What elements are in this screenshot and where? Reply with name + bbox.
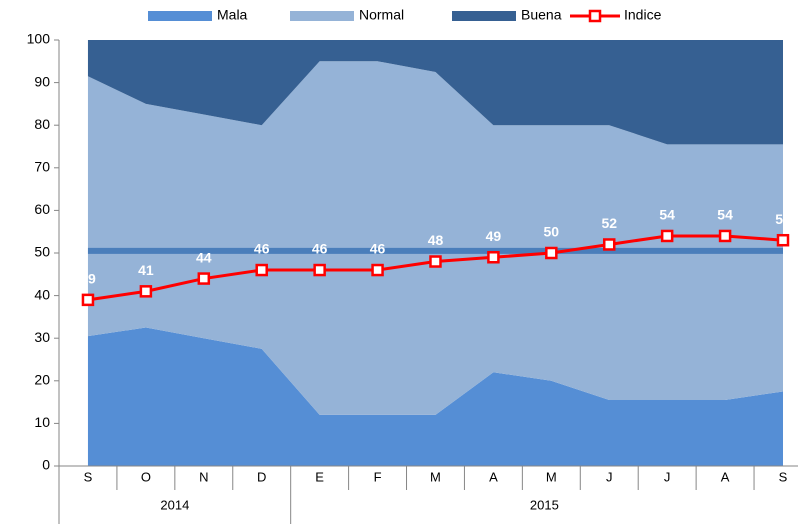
x-tick-label: D [257, 469, 266, 484]
year-label: 2015 [530, 497, 559, 512]
legend-label: Indice [624, 7, 662, 23]
marker [429, 255, 442, 268]
x-tick-label: F [374, 469, 382, 484]
y-tick-label: 60 [34, 201, 50, 217]
area [87, 327, 783, 466]
x-tick-label: S [84, 469, 93, 484]
y-tick-label: 70 [34, 159, 50, 175]
x-tick-label: A [721, 469, 730, 484]
area [87, 61, 783, 415]
marker [487, 251, 500, 264]
marker [660, 229, 674, 243]
value-label: 52 [601, 215, 617, 231]
value-label: 44 [196, 249, 212, 265]
value-label: 46 [312, 241, 328, 257]
marker [255, 263, 268, 277]
marker [602, 238, 616, 251]
x-tick-label: A [489, 469, 498, 484]
area [87, 40, 783, 145]
value-label: 41 [138, 262, 154, 278]
x-tick-label: M [430, 469, 441, 484]
legend-swatch [452, 11, 516, 21]
value-label: 46 [254, 241, 270, 257]
legend-swatch [290, 11, 354, 21]
value-label: 53 [775, 211, 791, 227]
marker [81, 293, 95, 307]
y-tick-label: 30 [34, 329, 50, 345]
legend-marker [588, 9, 602, 23]
x-tick-label: J [664, 469, 671, 484]
y-tick-label: 40 [34, 286, 50, 302]
legend-label: Normal [359, 7, 404, 23]
y-tick-label: 0 [42, 457, 50, 473]
value-label: 54 [717, 207, 733, 223]
value-label: 50 [544, 224, 560, 240]
y-tick-label: 90 [34, 73, 50, 89]
marker [371, 263, 384, 277]
legend-swatch [148, 11, 212, 21]
marker [197, 272, 211, 285]
x-tick-label: O [141, 469, 151, 484]
marker [139, 285, 153, 298]
legend-label: Buena [521, 7, 562, 23]
year-label: 2014 [160, 497, 189, 512]
x-tick-label: S [779, 469, 788, 484]
y-tick-label: 50 [34, 244, 50, 260]
x-tick-label: J [606, 469, 613, 484]
value-label: 54 [659, 207, 675, 223]
marker [313, 263, 326, 277]
x-tick-label: E [315, 469, 324, 484]
legend-label: Mala [217, 7, 248, 23]
value-label: 46 [370, 241, 386, 257]
x-tick-label: M [546, 469, 557, 484]
y-tick-label: 80 [34, 116, 50, 132]
marker [545, 246, 558, 260]
x-tick-label: N [199, 469, 208, 484]
marker [776, 233, 790, 247]
marker [718, 229, 732, 243]
y-tick-label: 10 [34, 414, 50, 430]
y-tick-label: 100 [27, 31, 51, 47]
value-label: 48 [428, 232, 444, 248]
value-label: 39 [80, 271, 96, 287]
y-tick-label: 20 [34, 372, 50, 388]
value-label: 49 [486, 228, 502, 244]
